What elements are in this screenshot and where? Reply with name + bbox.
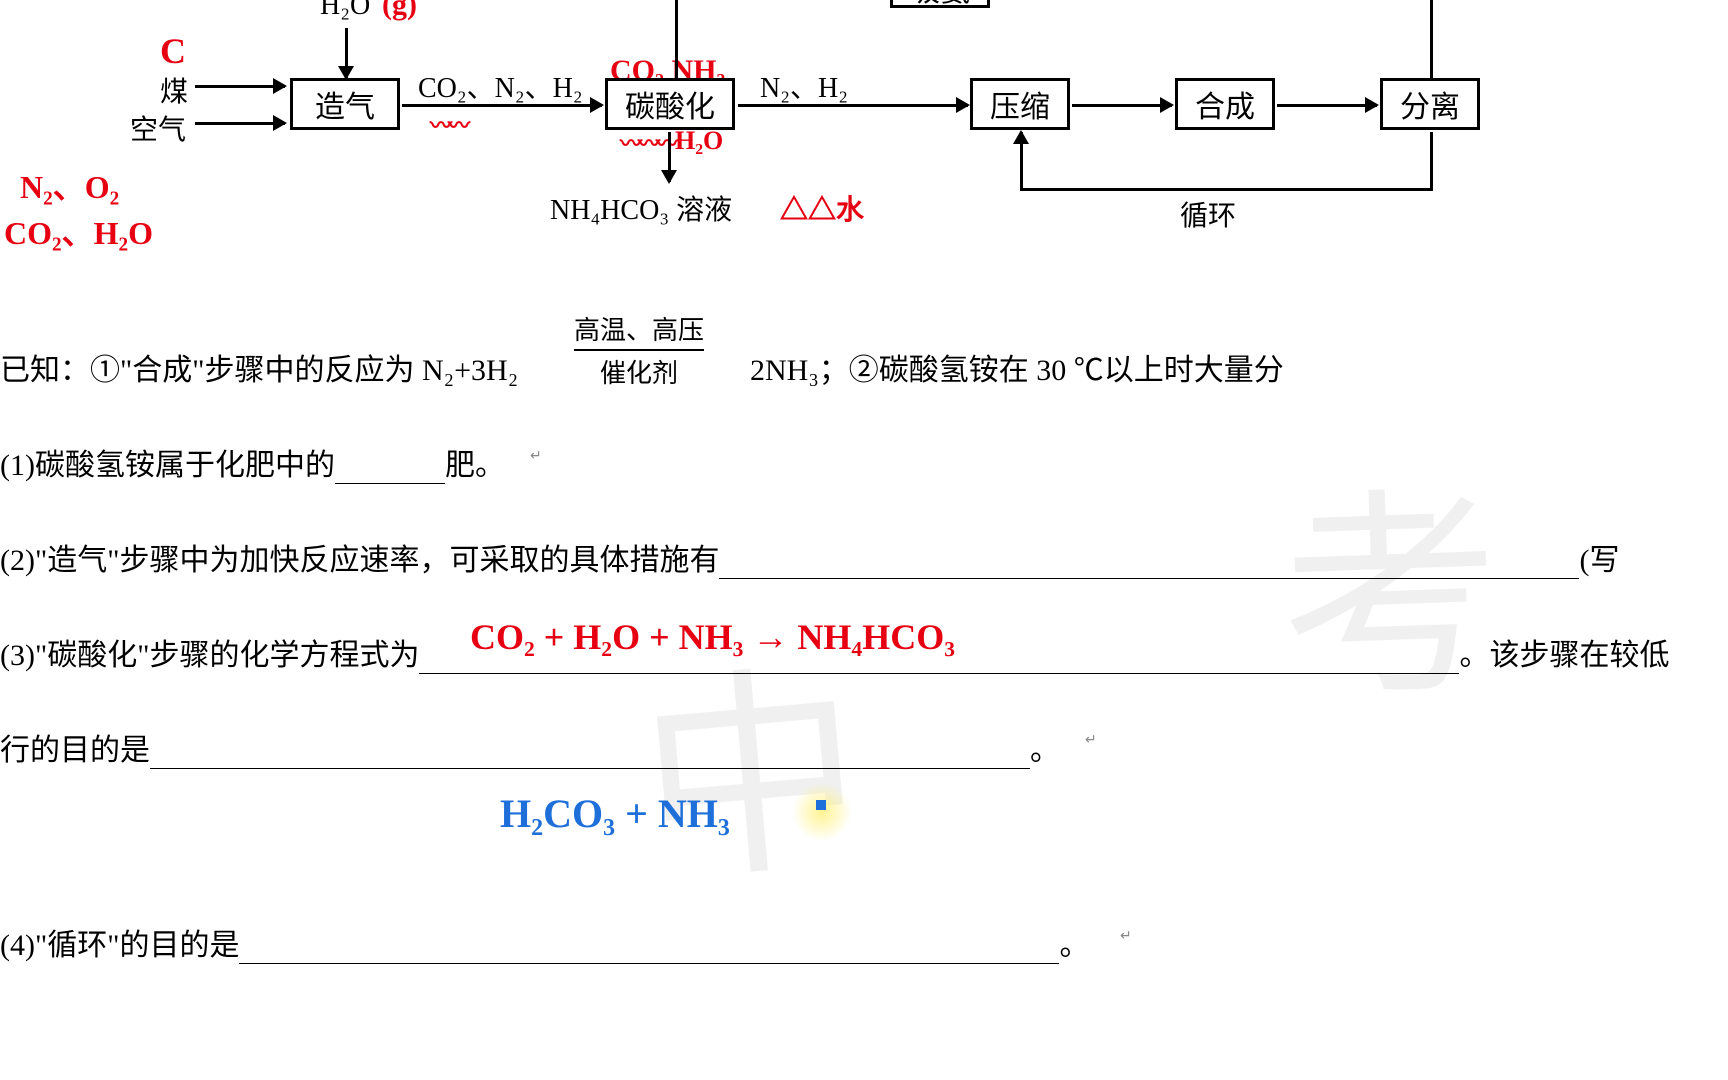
watermark-char-2: 考 [1275,416,1506,741]
q4: (4)"循环"的目的是 。 [0,920,1089,964]
line-recycle-h [1020,188,1433,191]
line-sep-up [1430,0,1433,78]
q3-line2-b: 。 [1030,734,1060,767]
q3-blank-1 [419,673,1459,674]
annotation-g: (g) [382,0,417,22]
box-synthesis: 合成 [1175,78,1275,130]
q4-blank [239,963,1059,964]
known-line: 已知：①"合成"步骤中的反应为 N₂+3H₂ [0,345,518,389]
known-prefix: 已知：①"合成"步骤中的反应为 N₂+3H₂ [0,354,518,387]
label-h2o: H₂O [320,0,370,22]
annotation-co2h2o-left: CO₂、H₂O [4,208,153,254]
q2: (2)"造气"步骤中为加快反应速率，可采取的具体措施有 (写 [0,535,1619,579]
q2-text-a: (2)"造气"步骤中为加快反应速率，可采取的具体措施有 [0,544,719,577]
q4-text-b: 。 [1059,929,1089,962]
reaction-conditions: 高温、高压 催化剂 [574,310,704,390]
box-compress: 压缩 [970,78,1070,130]
box-absorb: 吸氨 [890,0,990,8]
arrow-recycle-head [1013,130,1029,144]
ret-2: ↵ [1085,732,1097,749]
q3-blank-2 [150,768,1030,769]
q3-line2: 行的目的是 。 [0,725,1060,769]
squiggle-1: 〰〰 [430,108,466,140]
arrow-coal [195,85,285,88]
annotation-c: C [160,30,186,72]
cond-top: 高温、高压 [574,310,704,347]
label-recycle: 循环 [1180,194,1236,234]
line-recycle-down [1430,132,1433,188]
flowchart: H₂O (g) 煤 空气 C 造气 CO₂、N₂、H₂ 〰〰 CO₂ NH₃ 碳… [120,0,1720,260]
q2-blank [719,578,1579,579]
box-gasification: 造气 [290,78,400,130]
squiggle-2: 〰〰〰 [620,126,674,158]
label-n2h2: N₂、H₂ [760,66,848,106]
arrow-air [195,122,285,125]
q1: (1)碳酸氢铵属于化肥中的 肥。 [0,440,505,484]
box-separate: 分离 [1380,78,1480,130]
arrow-compress-out [1072,104,1172,107]
annotation-delta-water: △△水 [780,188,864,228]
highlight-circle [792,782,852,842]
q3-line2-a: 行的目的是 [0,734,150,767]
q1-blank [335,483,445,484]
q3-text-a: (3)"碳酸化"步骤的化学方程式为 [0,639,419,672]
arrow-nh4hco3 [668,132,671,182]
q3-blue-answer: H₂CO₃ + NH₃ [500,790,730,837]
line-absorb-down [675,0,678,78]
arrow-synth-out [1277,104,1377,107]
arrow-h2o-down [345,28,348,78]
label-air: 空气 [130,108,186,148]
label-nh4hco3: NH₄HCO₃ 溶液 [550,188,732,228]
annotation-h2o: H₂O [675,126,723,156]
label-coal: 煤 [160,70,188,110]
q3-text-b: 。该步骤在较低 [1459,639,1669,672]
annotation-n2o2: N₂、O₂ [20,162,119,208]
q1-text-b: 肥。 [445,449,505,482]
cond-line [574,349,704,351]
ret-3: ↵ [1120,928,1132,945]
box-carbonation: 碳酸化 [605,78,735,130]
q3-answer-red: CO₂ + H₂O + NH₃ → NH₄HCO₃ [470,616,955,658]
q4-text-a: (4)"循环"的目的是 [0,929,239,962]
ret-1: ↵ [530,448,542,465]
known-suffix: 2NH₃；②碳酸氢铵在 30 ℃以上时大量分 [750,345,1284,389]
cond-bot: 催化剂 [574,353,704,390]
cursor-dot [816,800,826,810]
q2-text-b: (写 [1579,544,1619,577]
label-co2n2h2: CO₂、N₂、H₂ [418,66,583,106]
q1-text-a: (1)碳酸氢铵属于化肥中的 [0,449,335,482]
